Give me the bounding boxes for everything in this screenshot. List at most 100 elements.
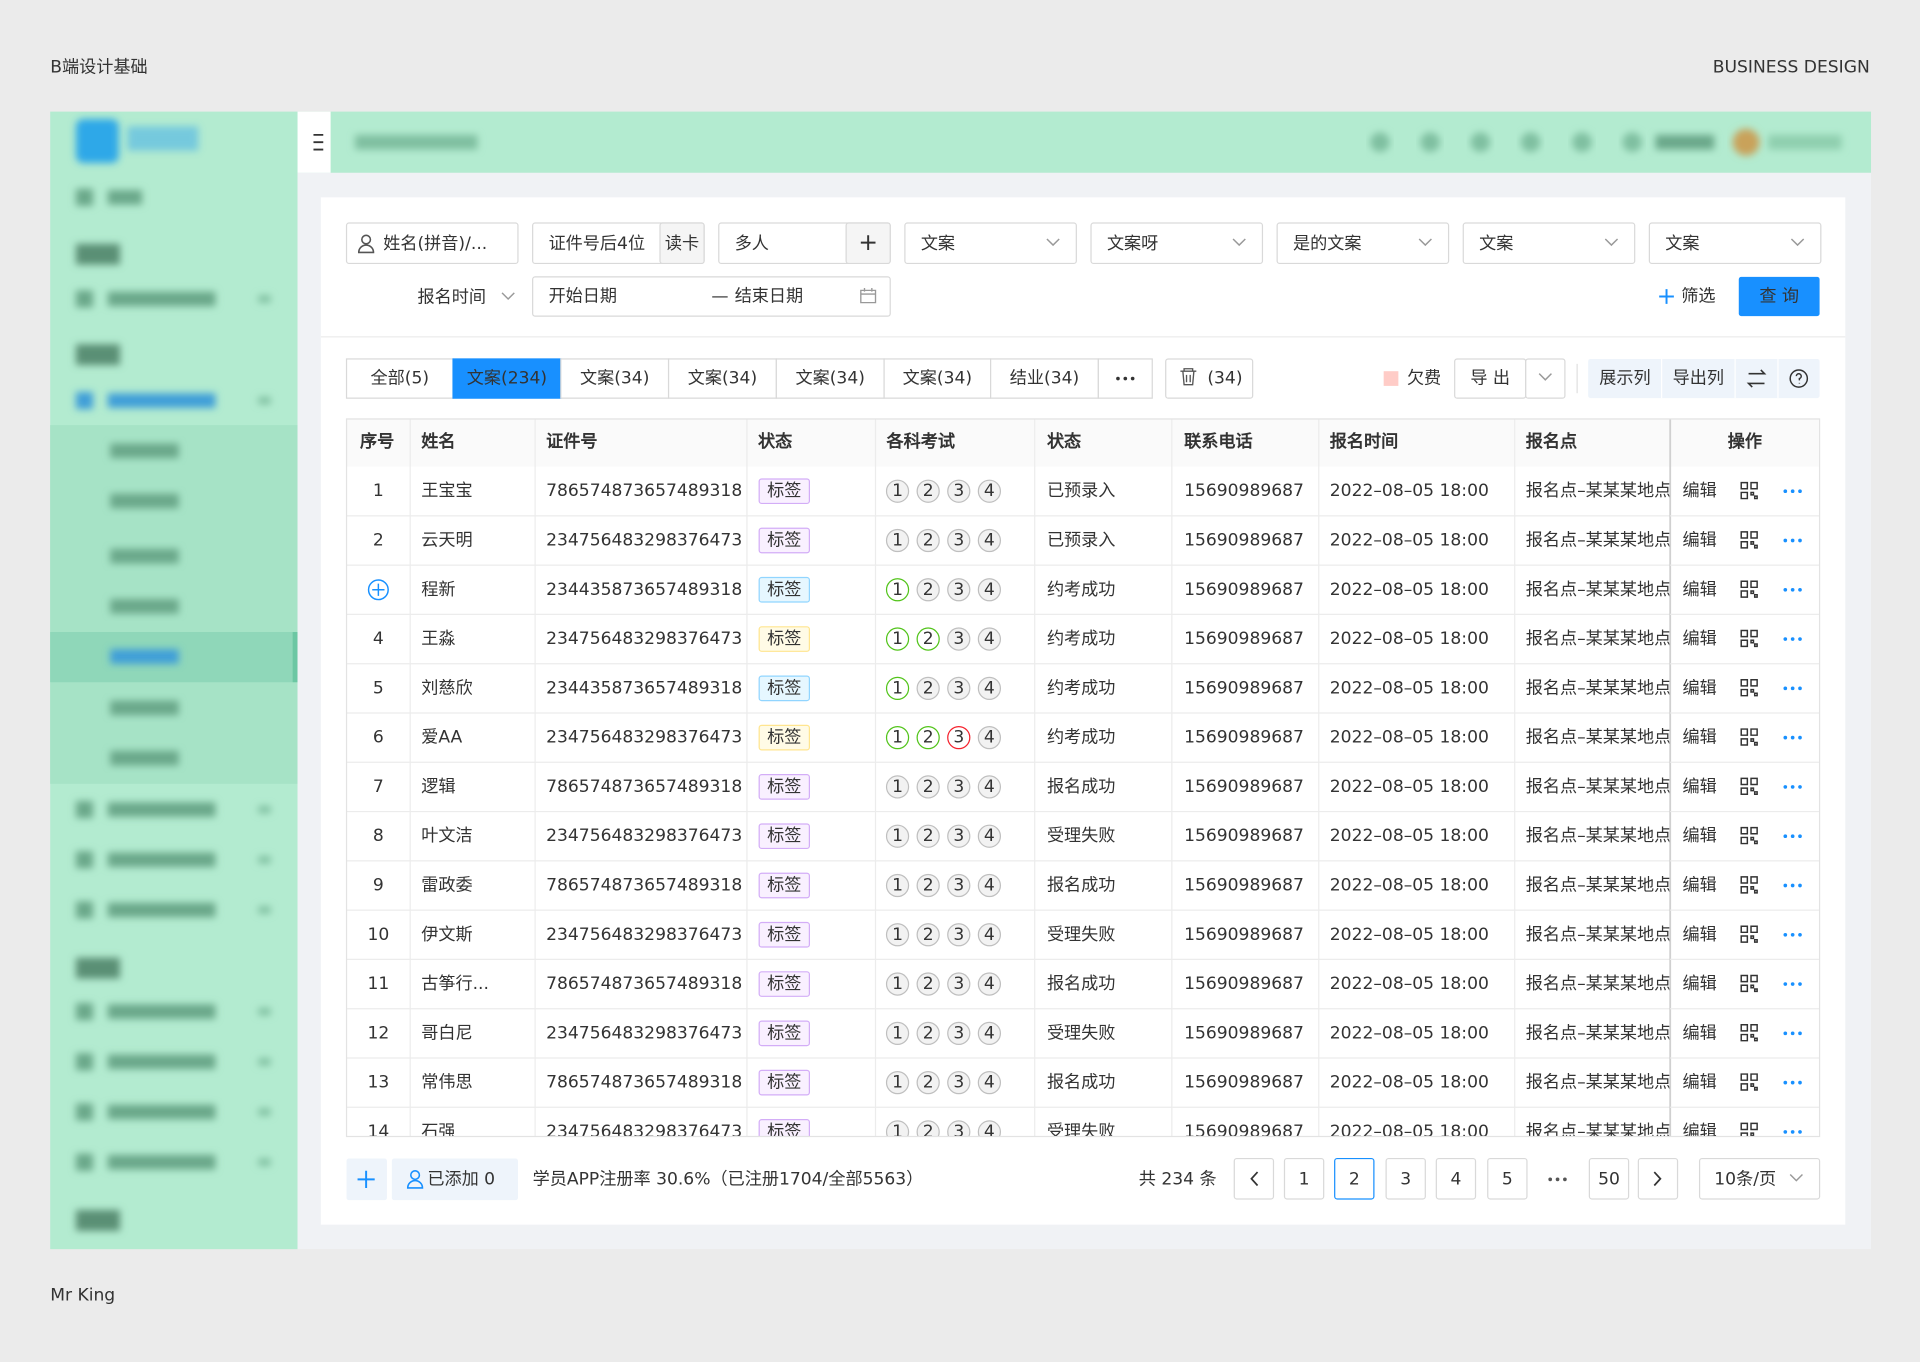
select[interactable] xyxy=(904,222,1077,265)
more-dot[interactable] xyxy=(1783,883,1788,888)
avatar[interactable] xyxy=(1732,128,1760,156)
edit-link[interactable]: 编辑 xyxy=(1682,530,1716,550)
qr-icon[interactable] xyxy=(1740,1073,1758,1091)
more-dot[interactable] xyxy=(1798,785,1802,789)
qr-icon[interactable] xyxy=(1740,974,1758,993)
student-name[interactable]: 爱AA xyxy=(421,728,462,748)
added-button[interactable] xyxy=(391,1158,518,1201)
page-button[interactable] xyxy=(1334,1157,1375,1200)
more-dot[interactable] xyxy=(1798,1031,1802,1036)
swap-icon[interactable] xyxy=(1746,369,1767,388)
help-icon[interactable] xyxy=(1789,369,1809,388)
page-button[interactable] xyxy=(1385,1157,1426,1200)
select[interactable] xyxy=(1462,222,1636,265)
date-range[interactable] xyxy=(532,276,891,317)
menu-item[interactable] xyxy=(75,851,271,869)
menu-item[interactable] xyxy=(75,1209,120,1231)
more-dot[interactable] xyxy=(1798,1080,1802,1085)
more-dot[interactable] xyxy=(1783,932,1788,937)
edit-link[interactable]: 编辑 xyxy=(1682,580,1716,600)
qr-icon[interactable] xyxy=(1740,629,1758,648)
qr-icon[interactable] xyxy=(1740,679,1758,697)
select[interactable] xyxy=(1090,222,1264,265)
more-dot[interactable] xyxy=(1790,735,1795,740)
more-dot[interactable] xyxy=(1798,489,1802,494)
select[interactable] xyxy=(1276,222,1450,265)
more-dot[interactable] xyxy=(1790,538,1795,543)
student-name[interactable]: 古筝行... xyxy=(421,974,489,994)
menu-item[interactable] xyxy=(110,750,179,766)
more-dot[interactable] xyxy=(1798,982,1802,986)
more-dot[interactable] xyxy=(1798,637,1802,641)
edit-link[interactable]: 编辑 xyxy=(1682,728,1716,748)
edit-link[interactable]: 编辑 xyxy=(1682,925,1716,945)
edit-link[interactable]: 编辑 xyxy=(1682,875,1716,895)
qr-icon[interactable] xyxy=(1740,1024,1758,1042)
edit-link[interactable]: 编辑 xyxy=(1682,481,1716,501)
student-name[interactable]: 哥白尼 xyxy=(421,1023,472,1043)
edit-link[interactable]: 编辑 xyxy=(1682,777,1716,797)
more-dot[interactable] xyxy=(1783,587,1788,592)
more-dot[interactable] xyxy=(1790,489,1795,494)
more-dot[interactable] xyxy=(1783,489,1788,494)
student-name[interactable]: 程新 xyxy=(421,580,455,600)
student-name[interactable]: 云天明 xyxy=(421,530,472,550)
menu-item[interactable] xyxy=(75,188,143,206)
more-dot[interactable] xyxy=(1790,637,1795,641)
edit-link[interactable]: 编辑 xyxy=(1682,974,1716,994)
more-dot[interactable] xyxy=(1783,686,1788,691)
qr-icon[interactable] xyxy=(1740,925,1758,943)
more-dot[interactable] xyxy=(1798,883,1802,888)
page-button[interactable] xyxy=(1487,1157,1528,1200)
menu-item[interactable] xyxy=(75,1153,271,1171)
more-dot[interactable] xyxy=(1798,932,1802,937)
more-dot[interactable] xyxy=(1790,883,1795,888)
menu-item[interactable] xyxy=(110,443,179,459)
menu-item[interactable] xyxy=(75,801,271,819)
student-name[interactable]: 石强 xyxy=(421,1122,455,1142)
edit-link[interactable]: 编辑 xyxy=(1682,826,1716,846)
tab[interactable] xyxy=(883,358,992,399)
tab[interactable] xyxy=(452,358,562,399)
next-page[interactable] xyxy=(1637,1157,1679,1200)
menu-item[interactable] xyxy=(110,649,179,664)
more-dot[interactable] xyxy=(1790,785,1795,789)
page-size[interactable] xyxy=(1698,1157,1821,1200)
top-icon[interactable] xyxy=(1370,132,1390,153)
more-dot[interactable] xyxy=(1790,1080,1795,1085)
more-dot[interactable] xyxy=(1798,587,1802,592)
tab[interactable] xyxy=(345,358,454,399)
more-dot[interactable] xyxy=(1783,1031,1788,1036)
qr-icon[interactable] xyxy=(1740,777,1758,795)
menu-item[interactable] xyxy=(75,957,120,979)
menu-item[interactable] xyxy=(75,344,120,366)
more-dot[interactable] xyxy=(1783,834,1788,839)
qr-icon[interactable] xyxy=(1740,481,1758,500)
menu-item[interactable] xyxy=(110,598,179,614)
more-dot[interactable] xyxy=(1790,982,1795,986)
top-icon[interactable] xyxy=(1470,132,1491,153)
edit-link[interactable]: 编辑 xyxy=(1682,1073,1716,1093)
more-dot[interactable] xyxy=(1790,932,1795,937)
menu-item[interactable] xyxy=(75,290,271,308)
tab[interactable] xyxy=(560,358,670,399)
show-columns[interactable]: 展示列 xyxy=(1599,369,1650,389)
menu-item[interactable] xyxy=(75,1103,271,1121)
more-dot[interactable] xyxy=(1798,538,1802,543)
student-name[interactable]: 常伟思 xyxy=(421,1073,472,1093)
more-dot[interactable] xyxy=(1798,735,1802,740)
student-name[interactable]: 刘慈欣 xyxy=(421,678,472,698)
read-card-button[interactable] xyxy=(659,222,705,265)
menu-item[interactable] xyxy=(75,392,271,410)
top-icon[interactable] xyxy=(1420,132,1440,153)
top-icon[interactable] xyxy=(1520,132,1541,153)
export-columns[interactable]: 导出列 xyxy=(1673,369,1724,389)
qr-icon[interactable] xyxy=(1740,876,1758,894)
menu-item[interactable] xyxy=(75,901,271,919)
tab[interactable] xyxy=(667,358,777,399)
edit-link[interactable]: 编辑 xyxy=(1682,1023,1716,1043)
page-button[interactable] xyxy=(1588,1157,1630,1200)
more-dot[interactable] xyxy=(1798,686,1802,691)
name-input[interactable] xyxy=(345,222,519,265)
edit-link[interactable]: 编辑 xyxy=(1682,678,1716,698)
